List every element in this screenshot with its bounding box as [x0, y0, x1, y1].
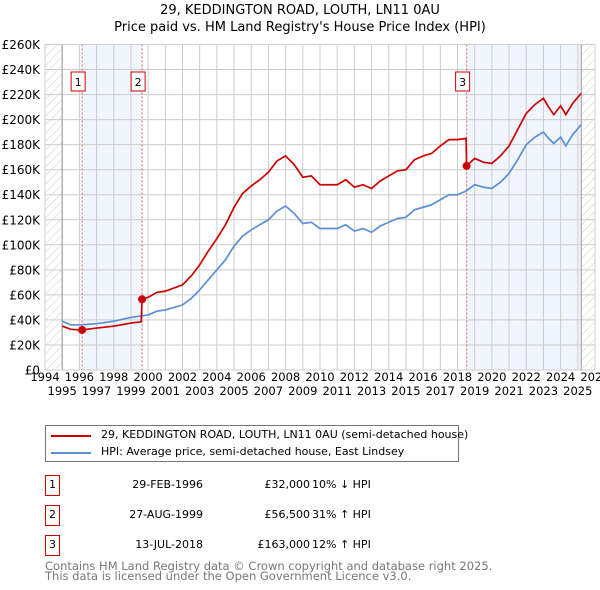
x-tick-label: 1998	[99, 370, 128, 384]
sale-hpi-diff: 12% ↑ HPI	[312, 538, 371, 551]
sale-point	[462, 161, 471, 170]
sale-label-box	[130, 71, 146, 92]
sale-date: 13-JUL-2018	[135, 538, 203, 551]
sale-number-badge: 2	[45, 505, 60, 526]
x-tick-label: 2004	[202, 370, 231, 384]
shaded-period	[466, 44, 582, 370]
sale-label-box	[455, 71, 471, 92]
y-tick-label: £180K	[2, 138, 42, 152]
sale-number-badge: 3	[45, 535, 60, 556]
sale-date: 29-FEB-1996	[132, 478, 203, 491]
x-tick-label: 2017	[426, 384, 455, 398]
x-tick-label: 2007	[254, 384, 283, 398]
x-tick-label: 2002	[168, 370, 197, 384]
footer-copyright: Contains HM Land Registry data © Crown c…	[45, 559, 493, 573]
y-tick-label: £100K	[2, 238, 42, 252]
y-tick-label: £0	[25, 364, 40, 378]
x-tick-label: 2000	[133, 370, 162, 384]
sale-number-badge: 1	[45, 475, 60, 496]
x-tick-label: 2022	[512, 370, 541, 384]
y-tick-label: £120K	[2, 213, 42, 227]
x-tick-label: 1997	[82, 384, 111, 398]
x-tick-label: 2006	[237, 370, 266, 384]
x-tick-label: 2023	[529, 384, 558, 398]
x-tick-label: 2020	[477, 370, 506, 384]
legend-label: 29, KEDDINGTON ROAD, LOUTH, LN11 0AU (se…	[101, 428, 469, 441]
table-row: 2 27-AUG-1999 £56,500 31% ↑ HPI	[45, 505, 465, 527]
x-tick-label: 2009	[288, 384, 317, 398]
y-tick-label: £20K	[9, 338, 41, 352]
sale-label: 3	[459, 76, 466, 89]
x-tick-label: 2025	[563, 384, 592, 398]
y-tick-label: £240K	[2, 63, 42, 77]
sale-point	[138, 295, 147, 304]
x-tick-label: 1994	[30, 370, 59, 384]
x-tick-label: 1999	[116, 384, 145, 398]
x-tick-label: 2012	[340, 370, 369, 384]
x-tick-label: 2014	[374, 370, 403, 384]
y-tick-label: £60K	[9, 288, 41, 302]
sale-label-box	[70, 71, 86, 92]
x-tick-label: 2010	[305, 370, 334, 384]
sale-hpi-diff: 31% ↑ HPI	[312, 508, 371, 521]
x-tick-label: 2016	[408, 370, 437, 384]
legend-swatch-red	[51, 435, 91, 437]
no-data-hatch	[45, 44, 63, 370]
x-tick-label: 2024	[546, 370, 575, 384]
no-data-hatch	[581, 44, 595, 370]
x-tick-label: 2001	[151, 384, 180, 398]
table-row: 1 29-FEB-1996 £32,000 10% ↓ HPI	[45, 475, 465, 497]
sale-price: £163,000	[257, 538, 311, 551]
table-row: 3 13-JUL-2018 £163,000 12% ↑ HPI	[45, 535, 465, 557]
x-tick-label: 2015	[391, 384, 420, 398]
x-tick-label: 2019	[460, 384, 489, 398]
y-tick-label: £260K	[2, 38, 42, 52]
shaded-period	[82, 44, 143, 370]
y-tick-label: £80K	[9, 263, 41, 277]
sale-price: £56,500	[264, 508, 311, 521]
x-tick-label: 2013	[357, 384, 386, 398]
y-tick-label: £40K	[9, 313, 41, 327]
sale-date: 27-AUG-1999	[129, 508, 203, 521]
sale-label: 1	[75, 76, 82, 89]
footer-licence: This data is licensed under the Open Gov…	[45, 569, 412, 583]
hpi-series-line	[61, 124, 582, 326]
x-tick-label: 2005	[219, 384, 248, 398]
x-tick-label: 2003	[185, 384, 214, 398]
property-series-line	[61, 92, 582, 331]
y-tick-label: £140K	[2, 188, 42, 202]
y-tick-label: £220K	[2, 88, 42, 102]
x-tick-label: 2021	[494, 384, 523, 398]
plot-border	[44, 44, 596, 371]
x-tick-label: 2026	[580, 370, 600, 384]
y-tick-label: £200K	[2, 113, 42, 127]
chart-title: 29, KEDDINGTON ROAD, LOUTH, LN11 0AU	[160, 3, 440, 18]
x-tick-label: 1995	[48, 384, 77, 398]
y-tick-label: £160K	[2, 163, 42, 177]
sale-label: 2	[135, 76, 142, 89]
legend-swatch-blue	[51, 452, 91, 454]
legend: 29, KEDDINGTON ROAD, LOUTH, LN11 0AU (se…	[45, 425, 468, 462]
x-tick-label: 2011	[323, 384, 352, 398]
sale-hpi-diff: 10% ↓ HPI	[312, 478, 371, 491]
price-chart: 1994199519961997199819992000200120022003…	[2, 38, 600, 398]
sale-point	[78, 325, 87, 334]
chart-subtitle: Price paid vs. HM Land Registry's House …	[114, 20, 486, 35]
x-tick-label: 2008	[271, 370, 300, 384]
legend-label: HPI: Average price, semi-detached house,…	[101, 445, 405, 458]
x-tick-label: 2018	[443, 370, 472, 384]
sale-price: £32,000	[264, 478, 311, 491]
x-tick-label: 1996	[65, 370, 94, 384]
